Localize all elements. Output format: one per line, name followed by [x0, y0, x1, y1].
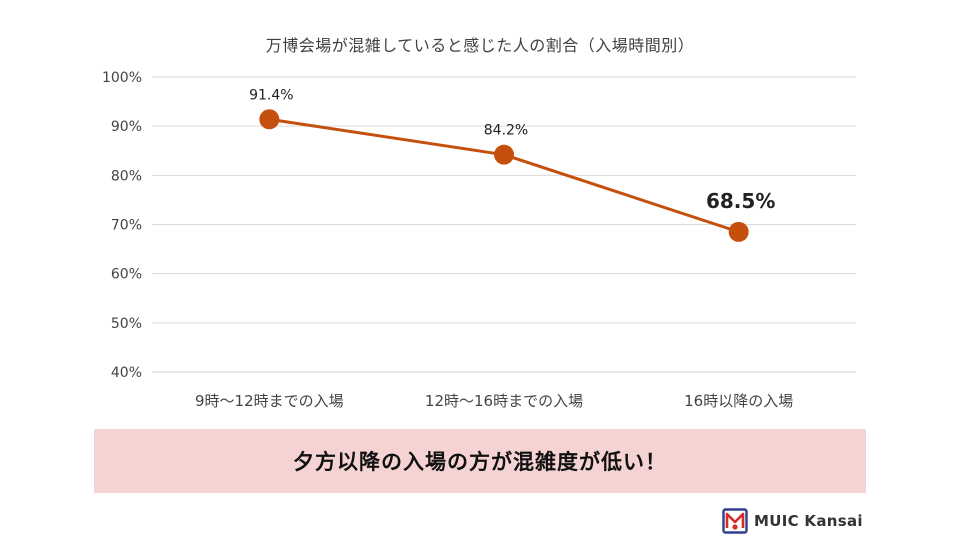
y-tick-label: 90%	[111, 119, 142, 135]
x-tick-label: 12時～16時までの入場	[425, 392, 583, 410]
y-tick-label: 40%	[111, 365, 142, 381]
chart-title: 万博会場が混雑していると感じた人の割合（入場時間別）	[265, 36, 695, 55]
conclusion-banner: 夕方以降の入場の方が混雑度が低い！	[94, 429, 866, 493]
data-label: 91.4%	[249, 87, 293, 103]
data-label: 84.2%	[484, 123, 528, 139]
y-tick-label: 100%	[102, 70, 142, 86]
x-tick-label: 9時～12時までの入場	[195, 392, 344, 410]
data-point	[259, 109, 280, 130]
line-chart: 40% 50% 60% 70% 80% 90% 100% 9時～12時までの入場 12時～16時…	[102, 70, 856, 410]
y-tick-label: 70%	[111, 218, 142, 234]
x-tick-label: 16時以降の入場	[684, 392, 793, 410]
y-tick-label: 80%	[111, 168, 142, 184]
banner-text: 夕方以降の入場の方が混雑度が低い！	[293, 450, 667, 474]
brand-name: MUIC Kansai	[754, 512, 863, 530]
data-point	[728, 221, 749, 242]
brand: MUIC Kansai	[722, 508, 863, 534]
data-label-highlight: 68.5%	[706, 189, 775, 213]
data-point	[494, 144, 514, 165]
y-tick-label: 50%	[111, 316, 142, 332]
muic-logo-icon	[722, 508, 748, 534]
y-tick-label: 60%	[111, 267, 142, 283]
